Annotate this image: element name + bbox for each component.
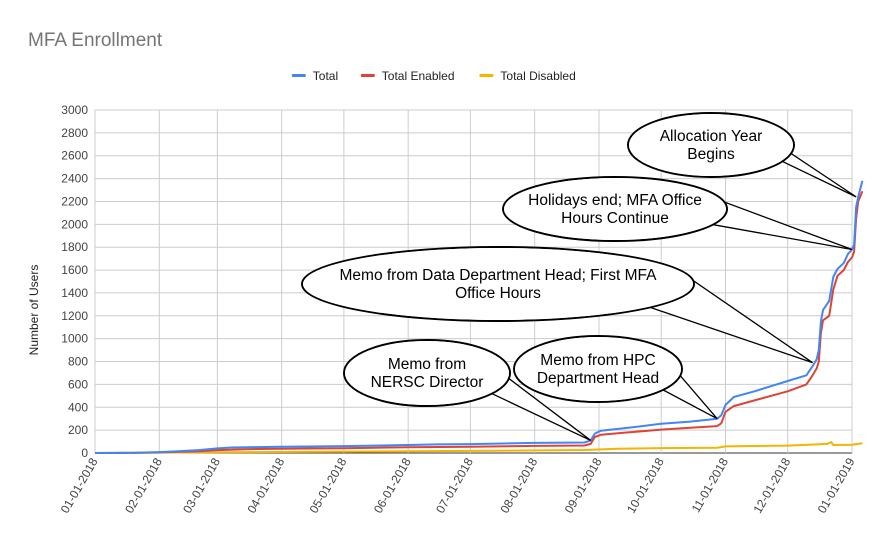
x-tick-label: 01-01-2018 <box>58 455 101 515</box>
y-axis-ticks: 0 200 400 600 800 1000 1200 1400 1600 1800 2000 220… <box>61 103 88 460</box>
y-tick-label: 1800 <box>61 240 88 254</box>
x-tick-label: 04-01-2018 <box>244 455 287 515</box>
callout-text: Hours Continue <box>561 210 669 227</box>
callout-text: Allocation Year <box>660 128 763 145</box>
y-tick-label: 600 <box>68 377 88 391</box>
y-tick-label: 2200 <box>61 194 88 208</box>
y-tick-label: 2400 <box>61 172 88 186</box>
legend: Total Total Enabled Total Disabled <box>291 69 576 83</box>
x-tick-label: 12-01-2018 <box>750 455 793 515</box>
series-line <box>94 441 863 454</box>
callout-bubble-fill <box>515 337 681 401</box>
callout-bubble-fill <box>303 248 693 320</box>
x-tick-label: 09-01-2018 <box>562 455 605 515</box>
x-tick-label: 02-01-2018 <box>122 455 165 515</box>
x-tick-label: 01-01-2019 <box>815 455 858 515</box>
y-tick-label: 2000 <box>61 217 88 231</box>
y-tick-label: 1200 <box>61 309 88 323</box>
y-tick-label: 2800 <box>61 126 88 140</box>
chart-title: MFA Enrollment <box>28 30 163 51</box>
x-tick-label: 11-01-2018 <box>689 455 732 515</box>
callout-text: Memo from <box>388 356 466 373</box>
legend-swatch <box>291 74 306 77</box>
x-axis-ticks: 01-01-2018 02-01-2018 03-01-2018 04-01-2018… <box>58 455 858 515</box>
legend-swatch <box>479 74 494 77</box>
legend-label: Total Disabled <box>500 69 575 83</box>
y-tick-label: 1600 <box>61 263 88 277</box>
y-tick-label: 1400 <box>61 286 88 300</box>
y-tick-label: 800 <box>68 355 88 369</box>
callout-bubble-fill <box>345 341 509 405</box>
legend-label: Total Enabled <box>382 69 455 83</box>
x-tick-label: 03-01-2018 <box>180 455 223 515</box>
callout-text: Memo from Data Department Head; First MF… <box>340 267 658 284</box>
callout-text: NERSC Director <box>371 374 484 391</box>
x-tick-label: 06-01-2018 <box>371 455 414 515</box>
y-axis-label: Number of Users <box>27 265 41 356</box>
x-tick-label: 10-01-2018 <box>624 455 667 515</box>
y-tick-label: 400 <box>68 400 88 414</box>
callout: Memo from Data Department Head; First MF… <box>301 246 813 364</box>
series-line <box>94 190 864 454</box>
callout-text: Office Hours <box>455 285 541 302</box>
y-tick-label: 0 <box>81 446 88 460</box>
legend-swatch <box>360 74 375 77</box>
y-tick-label: 2600 <box>61 149 88 163</box>
callout-text: Department Head <box>537 370 659 387</box>
y-tick-label: 200 <box>68 423 88 437</box>
callout-bubble-fill <box>629 114 793 176</box>
x-tick-label: 07-01-2018 <box>433 455 476 515</box>
callout-text: Begins <box>687 146 735 163</box>
y-tick-label: 1000 <box>61 332 88 346</box>
callout-text: Holidays end; MFA Office <box>528 192 702 209</box>
callout-text: Memo from HPC <box>540 352 655 369</box>
callout-bubble-fill <box>504 178 726 240</box>
x-tick-label: 08-01-2018 <box>497 455 540 515</box>
legend-label: Total <box>313 69 338 83</box>
x-tick-label: 05-01-2018 <box>307 455 350 515</box>
y-tick-label: 3000 <box>61 103 88 117</box>
